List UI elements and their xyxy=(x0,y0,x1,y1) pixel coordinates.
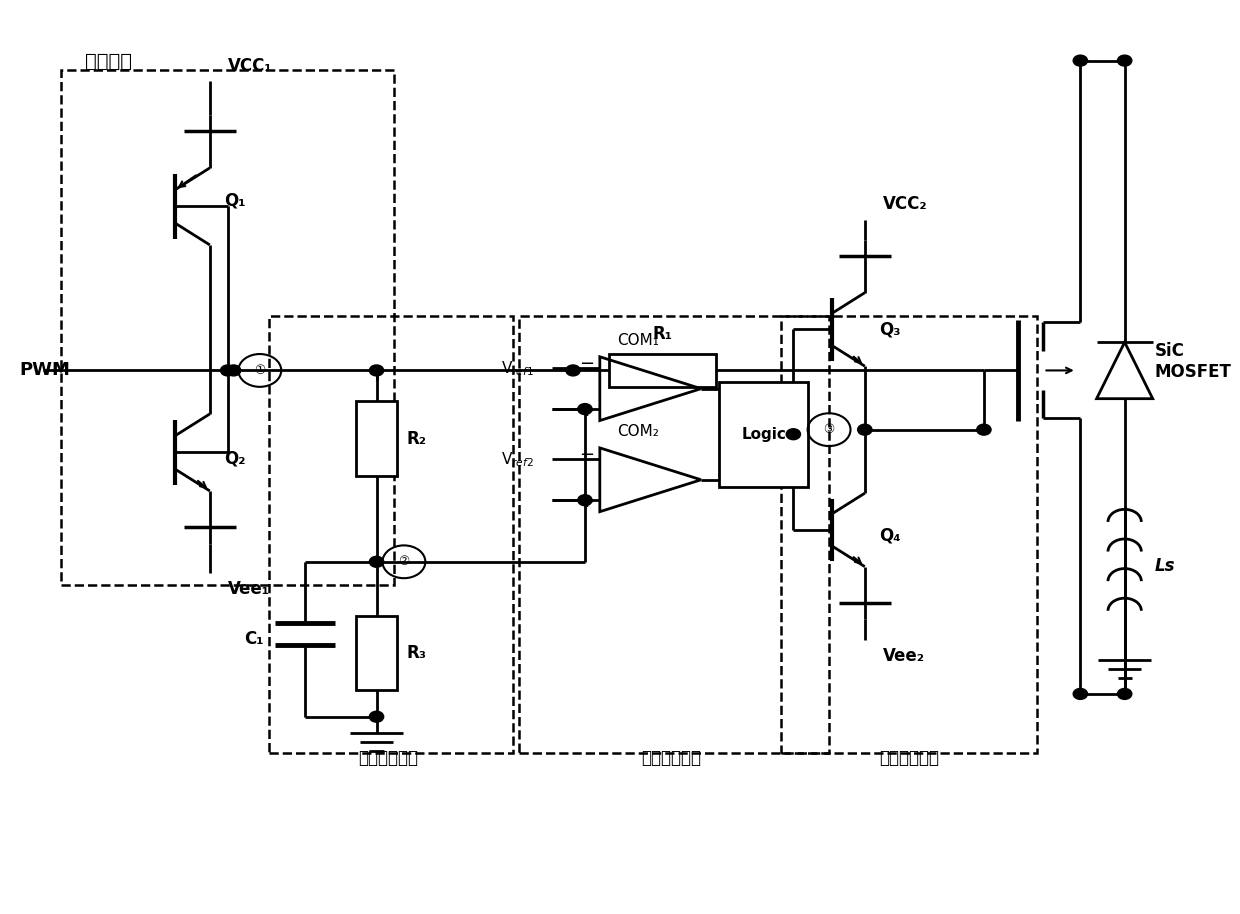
Text: 驱动电路: 驱动电路 xyxy=(84,51,131,70)
Bar xyxy=(520,315,830,753)
Text: VCC₂: VCC₂ xyxy=(883,195,928,213)
Bar xyxy=(61,69,394,585)
Bar xyxy=(269,315,513,753)
Text: −: − xyxy=(579,446,594,463)
Bar xyxy=(719,382,808,486)
Text: SiC
MOSFET: SiC MOSFET xyxy=(1154,342,1231,381)
Circle shape xyxy=(977,424,991,435)
Text: Logic: Logic xyxy=(742,427,786,441)
Bar xyxy=(781,315,1038,753)
Circle shape xyxy=(858,424,872,435)
Text: PWM: PWM xyxy=(20,361,71,379)
Text: VCC₁: VCC₁ xyxy=(228,57,273,75)
Circle shape xyxy=(565,365,580,376)
Text: 脉冲产生电路: 脉冲产生电路 xyxy=(641,749,701,767)
Circle shape xyxy=(1117,688,1132,699)
Bar xyxy=(356,401,397,476)
Circle shape xyxy=(1117,55,1132,66)
Text: Vee₂: Vee₂ xyxy=(883,647,925,664)
Text: −: − xyxy=(579,355,594,373)
Text: V$_{ref2}$: V$_{ref2}$ xyxy=(501,450,534,469)
Text: R₃: R₃ xyxy=(407,643,427,662)
Text: C₁: C₁ xyxy=(244,631,263,648)
Text: 源极电压电路: 源极电压电路 xyxy=(879,749,939,767)
Text: ①: ① xyxy=(254,364,265,377)
Text: R₁: R₁ xyxy=(652,325,672,343)
Text: ③: ③ xyxy=(823,423,835,436)
Text: ②: ② xyxy=(398,556,409,569)
Text: COM₁: COM₁ xyxy=(618,333,660,347)
Bar xyxy=(609,354,715,387)
Circle shape xyxy=(370,365,383,376)
Circle shape xyxy=(786,429,801,440)
Text: Ls: Ls xyxy=(1154,558,1176,575)
Text: +: + xyxy=(579,402,594,420)
Circle shape xyxy=(370,557,383,568)
Circle shape xyxy=(370,711,383,722)
Text: R₂: R₂ xyxy=(407,430,427,448)
Text: V$_{ref1}$: V$_{ref1}$ xyxy=(501,359,534,377)
Text: Vee₁: Vee₁ xyxy=(228,580,269,599)
Bar xyxy=(356,615,397,690)
Text: Q₁: Q₁ xyxy=(224,192,246,209)
Circle shape xyxy=(1073,55,1087,66)
Text: Q₂: Q₂ xyxy=(224,450,246,467)
Text: 电压采样电路: 电压采样电路 xyxy=(358,749,418,767)
Circle shape xyxy=(221,365,234,376)
Circle shape xyxy=(227,365,241,376)
Circle shape xyxy=(578,494,591,505)
Text: COM₂: COM₂ xyxy=(618,424,660,439)
Text: Q₃: Q₃ xyxy=(879,321,900,338)
Text: Q₄: Q₄ xyxy=(879,526,900,545)
Text: +: + xyxy=(579,493,594,511)
Circle shape xyxy=(578,404,591,415)
Circle shape xyxy=(1073,688,1087,699)
